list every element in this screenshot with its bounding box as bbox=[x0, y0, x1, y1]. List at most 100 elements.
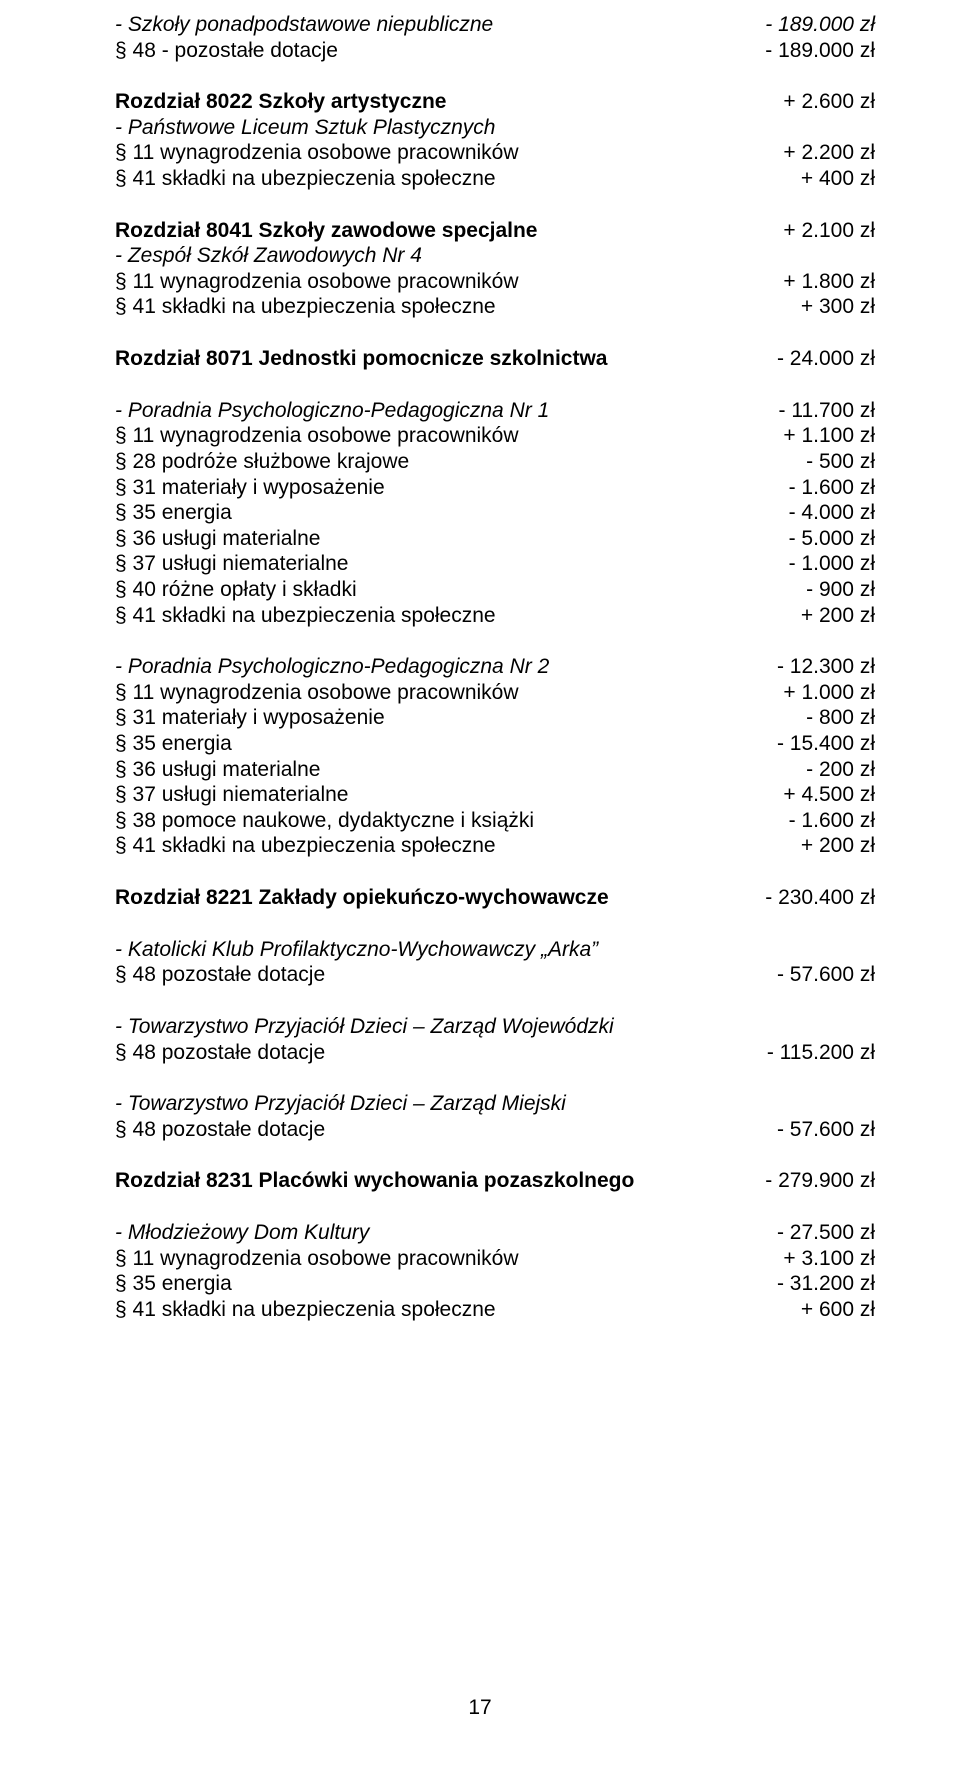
row-amount: + 1.100 zł bbox=[783, 423, 875, 449]
row-label: § 41 składki na ubezpieczenia społeczne bbox=[115, 294, 801, 320]
budget-row: - Państwowe Liceum Sztuk Plastycznych bbox=[115, 115, 875, 141]
blank-line bbox=[115, 1194, 875, 1220]
blank-line bbox=[115, 320, 875, 346]
row-label: § 31 materiały i wyposażenie bbox=[115, 705, 806, 731]
row-label: § 31 materiały i wyposażenie bbox=[115, 475, 789, 501]
row-label: § 41 składki na ubezpieczenia społeczne bbox=[115, 603, 801, 629]
budget-row: - Towarzystwo Przyjaciół Dzieci – Zarząd… bbox=[115, 1014, 875, 1040]
row-label: Rozdział 8022 Szkoły artystyczne bbox=[115, 89, 783, 115]
row-amount: - 5.000 zł bbox=[789, 526, 875, 552]
row-label: § 41 składki na ubezpieczenia społeczne bbox=[115, 833, 801, 859]
row-label: - Poradnia Psychologiczno-Pedagogiczna N… bbox=[115, 398, 779, 424]
row-label: Rozdział 8041 Szkoły zawodowe specjalne bbox=[115, 218, 783, 244]
row-label: Rozdział 8231 Placówki wychowania pozasz… bbox=[115, 1168, 765, 1194]
blank-line bbox=[115, 192, 875, 218]
row-label: § 48 pozostałe dotacje bbox=[115, 1117, 777, 1143]
budget-row: § 31 materiały i wyposażenie- 800 zł bbox=[115, 705, 875, 731]
row-amount: - 12.300 zł bbox=[777, 654, 875, 680]
budget-row: § 38 pomoce naukowe, dydaktyczne i książ… bbox=[115, 808, 875, 834]
row-amount: - 27.500 zł bbox=[777, 1220, 875, 1246]
row-label: § 36 usługi materialne bbox=[115, 757, 806, 783]
blank-line bbox=[115, 988, 875, 1014]
budget-row: § 48 - pozostałe dotacje- 189.000 zł bbox=[115, 38, 875, 64]
row-label: § 11 wynagrodzenia osobowe pracowników bbox=[115, 1246, 783, 1272]
row-label: § 11 wynagrodzenia osobowe pracowników bbox=[115, 269, 783, 295]
budget-row: Rozdział 8022 Szkoły artystyczne+ 2.600 … bbox=[115, 89, 875, 115]
row-amount: + 200 zł bbox=[801, 833, 875, 859]
budget-row: § 40 różne opłaty i składki- 900 zł bbox=[115, 577, 875, 603]
budget-row: § 11 wynagrodzenia osobowe pracowników+ … bbox=[115, 140, 875, 166]
row-amount: + 400 zł bbox=[801, 166, 875, 192]
row-amount: - 4.000 zł bbox=[789, 500, 875, 526]
row-label: § 41 składki na ubezpieczenia społeczne bbox=[115, 1297, 801, 1323]
row-label: § 11 wynagrodzenia osobowe pracowników bbox=[115, 680, 783, 706]
blank-line bbox=[115, 1142, 875, 1168]
budget-row: § 35 energia- 31.200 zł bbox=[115, 1271, 875, 1297]
row-amount: - 900 zł bbox=[806, 577, 875, 603]
budget-row: § 41 składki na ubezpieczenia społeczne+… bbox=[115, 294, 875, 320]
budget-list: - Szkoły ponadpodstawowe niepubliczne- 1… bbox=[115, 12, 875, 1322]
budget-row: Rozdział 8231 Placówki wychowania pozasz… bbox=[115, 1168, 875, 1194]
row-amount: - 230.400 zł bbox=[765, 885, 875, 911]
budget-row: § 36 usługi materialne- 5.000 zł bbox=[115, 526, 875, 552]
row-amount: - 800 zł bbox=[806, 705, 875, 731]
row-label: § 11 wynagrodzenia osobowe pracowników bbox=[115, 140, 783, 166]
row-amount: + 1.800 zł bbox=[783, 269, 875, 295]
budget-row: § 11 wynagrodzenia osobowe pracowników+ … bbox=[115, 269, 875, 295]
row-amount: + 600 zł bbox=[801, 1297, 875, 1323]
row-label: Rozdział 8071 Jednostki pomocnicze szkol… bbox=[115, 346, 777, 372]
budget-row: § 41 składki na ubezpieczenia społeczne+… bbox=[115, 603, 875, 629]
row-label: § 48 - pozostałe dotacje bbox=[115, 38, 765, 64]
document-page: - Szkoły ponadpodstawowe niepubliczne- 1… bbox=[0, 0, 960, 1773]
row-amount: - 31.200 zł bbox=[777, 1271, 875, 1297]
budget-row: § 37 usługi niematerialne+ 4.500 zł bbox=[115, 782, 875, 808]
budget-row: - Towarzystwo Przyjaciół Dzieci – Zarząd… bbox=[115, 1091, 875, 1117]
row-label: § 40 różne opłaty i składki bbox=[115, 577, 806, 603]
row-label: Rozdział 8221 Zakłady opiekuńczo-wychowa… bbox=[115, 885, 765, 911]
row-label: § 48 pozostałe dotacje bbox=[115, 962, 777, 988]
row-amount: + 2.100 zł bbox=[783, 218, 875, 244]
row-label: - Towarzystwo Przyjaciół Dzieci – Zarząd… bbox=[115, 1091, 875, 1117]
page-number: 17 bbox=[0, 1695, 960, 1721]
row-label: - Poradnia Psychologiczno-Pedagogiczna N… bbox=[115, 654, 777, 680]
row-amount: - 500 zł bbox=[806, 449, 875, 475]
blank-line bbox=[115, 372, 875, 398]
row-label: - Młodzieżowy Dom Kultury bbox=[115, 1220, 777, 1246]
row-amount: - 1.000 zł bbox=[789, 551, 875, 577]
budget-row: § 48 pozostałe dotacje- 115.200 zł bbox=[115, 1040, 875, 1066]
row-label: § 28 podróże służbowe krajowe bbox=[115, 449, 806, 475]
row-amount: + 1.000 zł bbox=[783, 680, 875, 706]
row-amount: - 57.600 zł bbox=[777, 962, 875, 988]
budget-row: § 48 pozostałe dotacje- 57.600 zł bbox=[115, 1117, 875, 1143]
budget-row: § 35 energia- 15.400 zł bbox=[115, 731, 875, 757]
row-label: - Towarzystwo Przyjaciół Dzieci – Zarząd… bbox=[115, 1014, 875, 1040]
blank-line bbox=[115, 911, 875, 937]
budget-row: § 41 składki na ubezpieczenia społeczne+… bbox=[115, 833, 875, 859]
row-amount: - 189.000 zł bbox=[765, 12, 875, 38]
row-amount: - 279.900 zł bbox=[765, 1168, 875, 1194]
row-amount: + 3.100 zł bbox=[783, 1246, 875, 1272]
row-amount: + 2.200 zł bbox=[783, 140, 875, 166]
budget-row: - Poradnia Psychologiczno-Pedagogiczna N… bbox=[115, 398, 875, 424]
row-amount: + 200 zł bbox=[801, 603, 875, 629]
row-amount: - 115.200 zł bbox=[767, 1040, 875, 1066]
row-label: - Zespół Szkół Zawodowych Nr 4 bbox=[115, 243, 875, 269]
budget-row: § 37 usługi niematerialne- 1.000 zł bbox=[115, 551, 875, 577]
row-label: § 48 pozostałe dotacje bbox=[115, 1040, 767, 1066]
budget-row: § 31 materiały i wyposażenie- 1.600 zł bbox=[115, 475, 875, 501]
budget-row: § 11 wynagrodzenia osobowe pracowników+ … bbox=[115, 680, 875, 706]
budget-row: § 41 składki na ubezpieczenia społeczne+… bbox=[115, 1297, 875, 1323]
row-amount: - 189.000 zł bbox=[765, 38, 875, 64]
row-amount: - 1.600 zł bbox=[789, 808, 875, 834]
budget-row: § 28 podróże służbowe krajowe- 500 zł bbox=[115, 449, 875, 475]
budget-row: - Młodzieżowy Dom Kultury- 27.500 zł bbox=[115, 1220, 875, 1246]
budget-row: - Szkoły ponadpodstawowe niepubliczne- 1… bbox=[115, 12, 875, 38]
row-label: § 37 usługi niematerialne bbox=[115, 782, 783, 808]
row-label: § 35 energia bbox=[115, 1271, 777, 1297]
row-label: - Szkoły ponadpodstawowe niepubliczne bbox=[115, 12, 765, 38]
row-label: § 38 pomoce naukowe, dydaktyczne i książ… bbox=[115, 808, 789, 834]
row-label: § 11 wynagrodzenia osobowe pracowników bbox=[115, 423, 783, 449]
blank-line bbox=[115, 628, 875, 654]
budget-row: Rozdział 8071 Jednostki pomocnicze szkol… bbox=[115, 346, 875, 372]
blank-line bbox=[115, 1065, 875, 1091]
